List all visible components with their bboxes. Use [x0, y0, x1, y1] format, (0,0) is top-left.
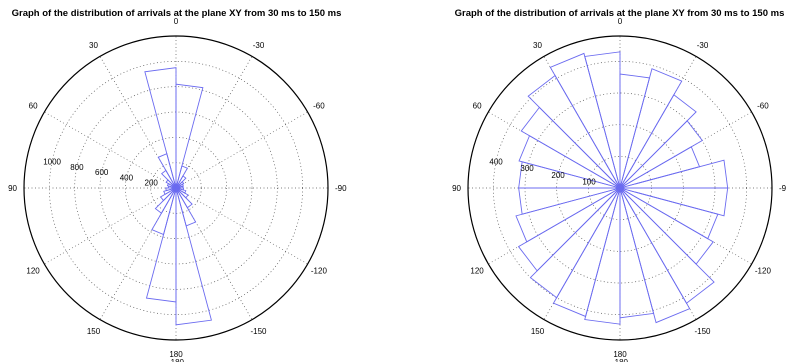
angular-grid-spoke [44, 111, 177, 189]
rose-bar [175, 83, 204, 189]
angle-tick-label: -30 [697, 41, 709, 50]
rose-bar [145, 187, 177, 303]
angular-grid-spoke [175, 111, 308, 189]
rose-bar [619, 159, 729, 189]
angle-tick-label: -30 [253, 41, 265, 50]
angle-tick-label: 30 [89, 41, 98, 50]
angle-tick-label: -120 [755, 267, 772, 276]
angle-tick-label: -90 [779, 184, 786, 193]
rose-bar [619, 94, 697, 189]
radial-tick-label: 400 [489, 158, 503, 167]
rose-bar [619, 187, 714, 265]
angle-tick-label: -60 [313, 102, 325, 111]
rose-bar [584, 187, 621, 325]
angle-tick-label: 90 [8, 184, 17, 193]
rose-bar [619, 120, 703, 189]
angle-tick-label: 0 [174, 17, 179, 26]
polar-plot-right: 100 200 300 400 0 -30 -60 -90 -120 -150 180 150 120 9… [452, 17, 786, 362]
chart-title: Graph of the distribution of arrivals at… [11, 8, 342, 19]
angle-tick-label: -150 [694, 327, 711, 336]
angle-tick-label: 0 [618, 17, 623, 26]
radial-tick-label: 1000 [43, 158, 61, 167]
polar-chart-right: Graph of the distribution of arrivals at… [393, 0, 786, 362]
angle-tick-label: -150 [250, 327, 267, 336]
angle-tick-label: -60 [757, 102, 769, 111]
radial-tick-label: 300 [520, 164, 534, 173]
angle-tick-label-extra: -180 [612, 358, 629, 362]
angular-grid-spoke [175, 187, 308, 265]
chart-title: Graph of the distribution of arrivals at… [454, 8, 785, 19]
radial-tick-label: 800 [70, 163, 84, 172]
radial-tick-label: 100 [582, 177, 596, 186]
angle-tick-label: -120 [311, 267, 328, 276]
radial-tick-label: 200 [145, 179, 159, 188]
rose-bar [517, 187, 621, 272]
polar-chart-left: Graph of the distribution of arrivals at… [8, 8, 347, 362]
angle-tick-label: 180 [613, 350, 627, 359]
rose-bar [175, 187, 212, 326]
angle-tick-label: 120 [26, 267, 40, 276]
radial-tick-label: 400 [120, 174, 134, 183]
rose-bar [518, 161, 621, 189]
radial-tick-label: 600 [95, 168, 109, 177]
polar-plot-left: 200 400 600 800 1000 0 -30 -60 -90 -120 -150 180 150… [8, 17, 347, 362]
radial-tick-label: 200 [551, 171, 565, 180]
polar-frame [467, 35, 773, 341]
angular-grid-spoke [175, 56, 253, 189]
rose-bar [529, 187, 621, 299]
rose-bar [619, 187, 655, 319]
angle-tick-label: 60 [29, 102, 38, 111]
rose-bar [520, 106, 621, 189]
angle-tick-label: 150 [531, 327, 545, 336]
rose-bar [527, 74, 621, 189]
polar-frame [23, 35, 329, 341]
angle-tick-label: 30 [533, 41, 542, 50]
angle-tick-label: -90 [335, 184, 347, 193]
angle-tick-label: 90 [452, 184, 461, 193]
angle-tick-label: 120 [470, 267, 484, 276]
angle-tick-label: 150 [87, 327, 101, 336]
angular-grid-spoke [44, 187, 177, 265]
angle-tick-label: 60 [473, 102, 482, 111]
angle-tick-label: 180 [169, 350, 183, 359]
angle-tick-label-extra: -180 [168, 358, 185, 362]
